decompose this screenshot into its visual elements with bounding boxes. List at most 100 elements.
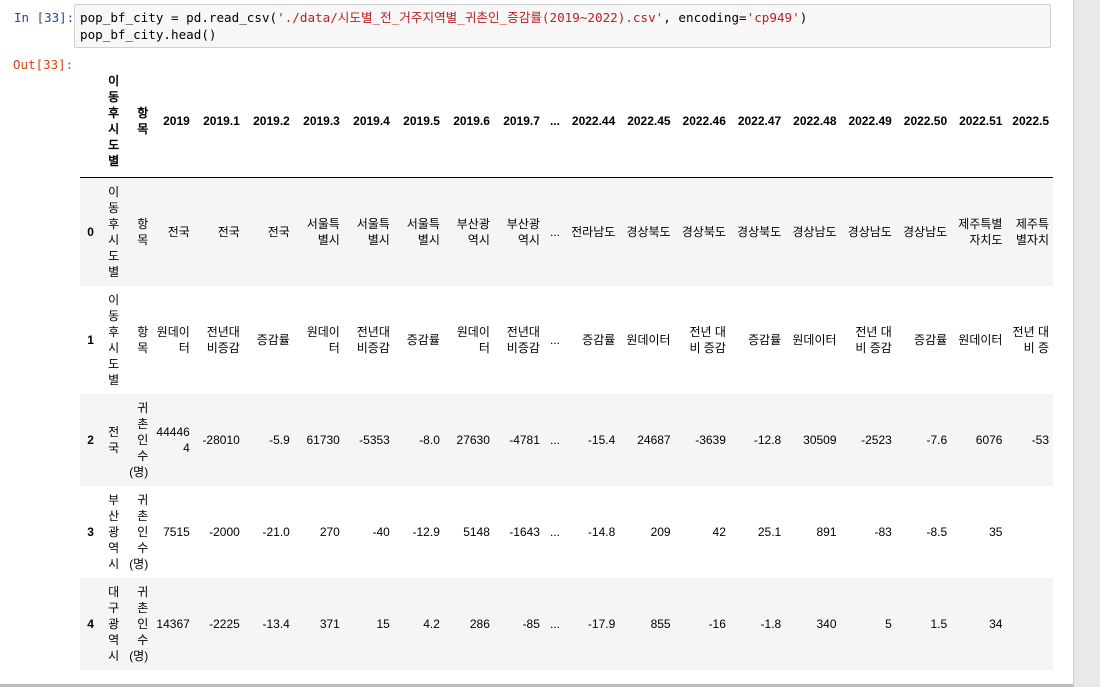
column-header: 2022.51: [951, 64, 1007, 178]
table-cell: -12.8: [753, 432, 782, 447]
code-string-path: './data/시도별_전_거주지역별_귀촌인_증감률(2019~2022).c…: [277, 10, 664, 25]
table-cell: 24687: [637, 432, 671, 447]
table-cell: -85: [522, 616, 540, 631]
output-prompt: Out[33]:: [13, 57, 74, 72]
table-cell: -53: [1031, 432, 1049, 447]
table-cell: 경상북도: [626, 224, 671, 239]
table-cell-ellipsis: ...: [549, 224, 560, 239]
table-cell: -15.4: [587, 432, 616, 447]
table-cell: 증감률: [582, 332, 616, 347]
table-cell: 855: [650, 616, 671, 631]
table-cell: -1.8: [760, 616, 782, 631]
table-cell: 270: [319, 524, 340, 539]
column-header: 2019: [152, 64, 194, 178]
table-cell: 전국: [108, 424, 120, 455]
row-index: 4: [87, 616, 94, 631]
column-header: 2022.45: [619, 64, 675, 178]
table-cell: 전국: [217, 224, 240, 239]
table-row: 4 대구광역시 귀촌인수(명) 14367 -2225 -13.4 371 15 4.2 286 -…: [80, 577, 1053, 670]
column-header: 2022.48: [785, 64, 841, 178]
table-cell: 1.5: [930, 616, 948, 631]
table-cell: 15: [376, 616, 390, 631]
table-cell: -4781: [509, 432, 540, 447]
code-text: , encoding=: [663, 10, 747, 25]
table-cell: 제주특별자치: [1015, 216, 1049, 247]
table-cell: 42: [712, 524, 726, 539]
table-cell: -8.5: [926, 524, 948, 539]
code-string-encoding: 'cp949': [746, 10, 800, 25]
table-cell: -7.6: [926, 432, 948, 447]
table-cell: 전년 대비 증감: [689, 324, 726, 355]
table-cell: 전국: [167, 224, 190, 239]
table-cell: 귀촌인수(명): [129, 400, 149, 479]
table-cell: 209: [650, 524, 671, 539]
table-cell: 제주특별자치도: [958, 216, 1003, 247]
table-cell-ellipsis: ...: [549, 432, 560, 447]
table-cell: -2225: [209, 616, 240, 631]
input-prompt: In [33]:: [14, 10, 75, 25]
column-header: 2019.6: [443, 64, 494, 178]
table-cell: 항목: [137, 216, 149, 247]
table-cell: 371: [319, 616, 340, 631]
column-header: 2022.49: [840, 64, 896, 178]
code-cell-editor[interactable]: pop_bf_city = pd.read_csv('./data/시도별_전_…: [74, 4, 1051, 48]
table-cell: 전년대비증감: [356, 324, 390, 355]
table-row: 3 부산광역시 귀촌인수(명) 7515 -2000 -21.0 270 -40 -12.9 51…: [80, 485, 1053, 578]
table-cell: 원데이터: [306, 324, 340, 355]
vertical-scrollbar[interactable]: [1074, 0, 1100, 687]
output-area: 이동후시도별 항목 2019 2019.1 2019.2 2019.3 2019…: [80, 64, 1053, 672]
table-cell: 서울특별시: [356, 216, 390, 247]
table-cell: -21.0: [262, 524, 290, 539]
header-row: 이동후시도별 항목 2019 2019.1 2019.2 2019.3 2019…: [80, 64, 1053, 178]
dataframe-body: 0 이동후시도별 항목 전국 전국 전국 서울특별시 서울특별시 서울특별시 부산광역시 부산광역시…: [80, 177, 1053, 670]
table-cell: 14367: [156, 616, 190, 631]
cell-bottom-border: [0, 684, 1073, 687]
table-cell: 전년 대비 증: [1012, 324, 1049, 355]
column-header: 2019.1: [193, 64, 244, 178]
table-cell: -2000: [209, 524, 240, 539]
table-cell: 5: [885, 616, 892, 631]
table-cell: 전라남도: [571, 224, 616, 239]
table-cell: 34: [989, 616, 1003, 631]
table-cell: 서울특별시: [306, 216, 340, 247]
column-header: 2019.7: [493, 64, 544, 178]
code-text: pop_bf_city = pd.read_csv(: [80, 10, 278, 25]
table-cell: [1006, 486, 1053, 578]
table-cell: 4.2: [423, 616, 440, 631]
row-index: 3: [87, 524, 94, 539]
table-cell: 귀촌인수(명): [129, 584, 149, 663]
column-header-ellipsis: ...: [543, 64, 564, 178]
table-cell: 6076: [975, 432, 1003, 447]
table-cell: 원데이터: [958, 332, 1003, 347]
table-cell: 부산광역시: [108, 492, 120, 571]
table-cell: 원데이터: [626, 332, 671, 347]
column-header: 2022.50: [895, 64, 952, 178]
table-cell: 25.1: [757, 524, 782, 539]
table-row: 1 이동후시도별 항목 원데이터 전년대비증감 증감률 원데이터 전년대비증감 증감률 원데이터 전…: [80, 285, 1053, 394]
table-cell: 30509: [803, 432, 837, 447]
table-cell: 286: [469, 616, 490, 631]
table-cell: -13.4: [262, 616, 290, 631]
table-cell-ellipsis: ...: [549, 616, 560, 631]
notebook-page: In [33]: pop_bf_city = pd.read_csv('./da…: [0, 0, 1074, 687]
dataframe-table: 이동후시도별 항목 2019 2019.1 2019.2 2019.3 2019…: [80, 64, 1053, 670]
column-header: 2019.5: [393, 64, 444, 178]
table-row: 0 이동후시도별 항목 전국 전국 전국 서울특별시 서울특별시 서울특별시 부산광역시 부산광역시…: [80, 177, 1053, 286]
table-cell: 경상북도: [737, 224, 782, 239]
table-cell: 이동후시도별: [108, 184, 120, 279]
index-header: [80, 64, 98, 178]
table-cell: 444464: [156, 424, 190, 455]
table-cell: 증감률: [748, 332, 782, 347]
table-cell: 항목: [137, 324, 149, 355]
code-text: ): [799, 10, 808, 25]
table-cell: 경상남도: [902, 224, 948, 239]
table-cell: -3639: [695, 432, 726, 447]
table-cell: 전년대비증감: [506, 324, 540, 355]
column-header: 2019.2: [243, 64, 294, 178]
table-cell: 전년 대비 증감: [855, 324, 892, 355]
column-header: 2019.3: [293, 64, 344, 178]
table-cell: 61730: [306, 432, 340, 447]
table-cell: 891: [816, 524, 837, 539]
table-cell-ellipsis: ...: [549, 332, 560, 347]
table-cell: -14.8: [587, 524, 616, 539]
